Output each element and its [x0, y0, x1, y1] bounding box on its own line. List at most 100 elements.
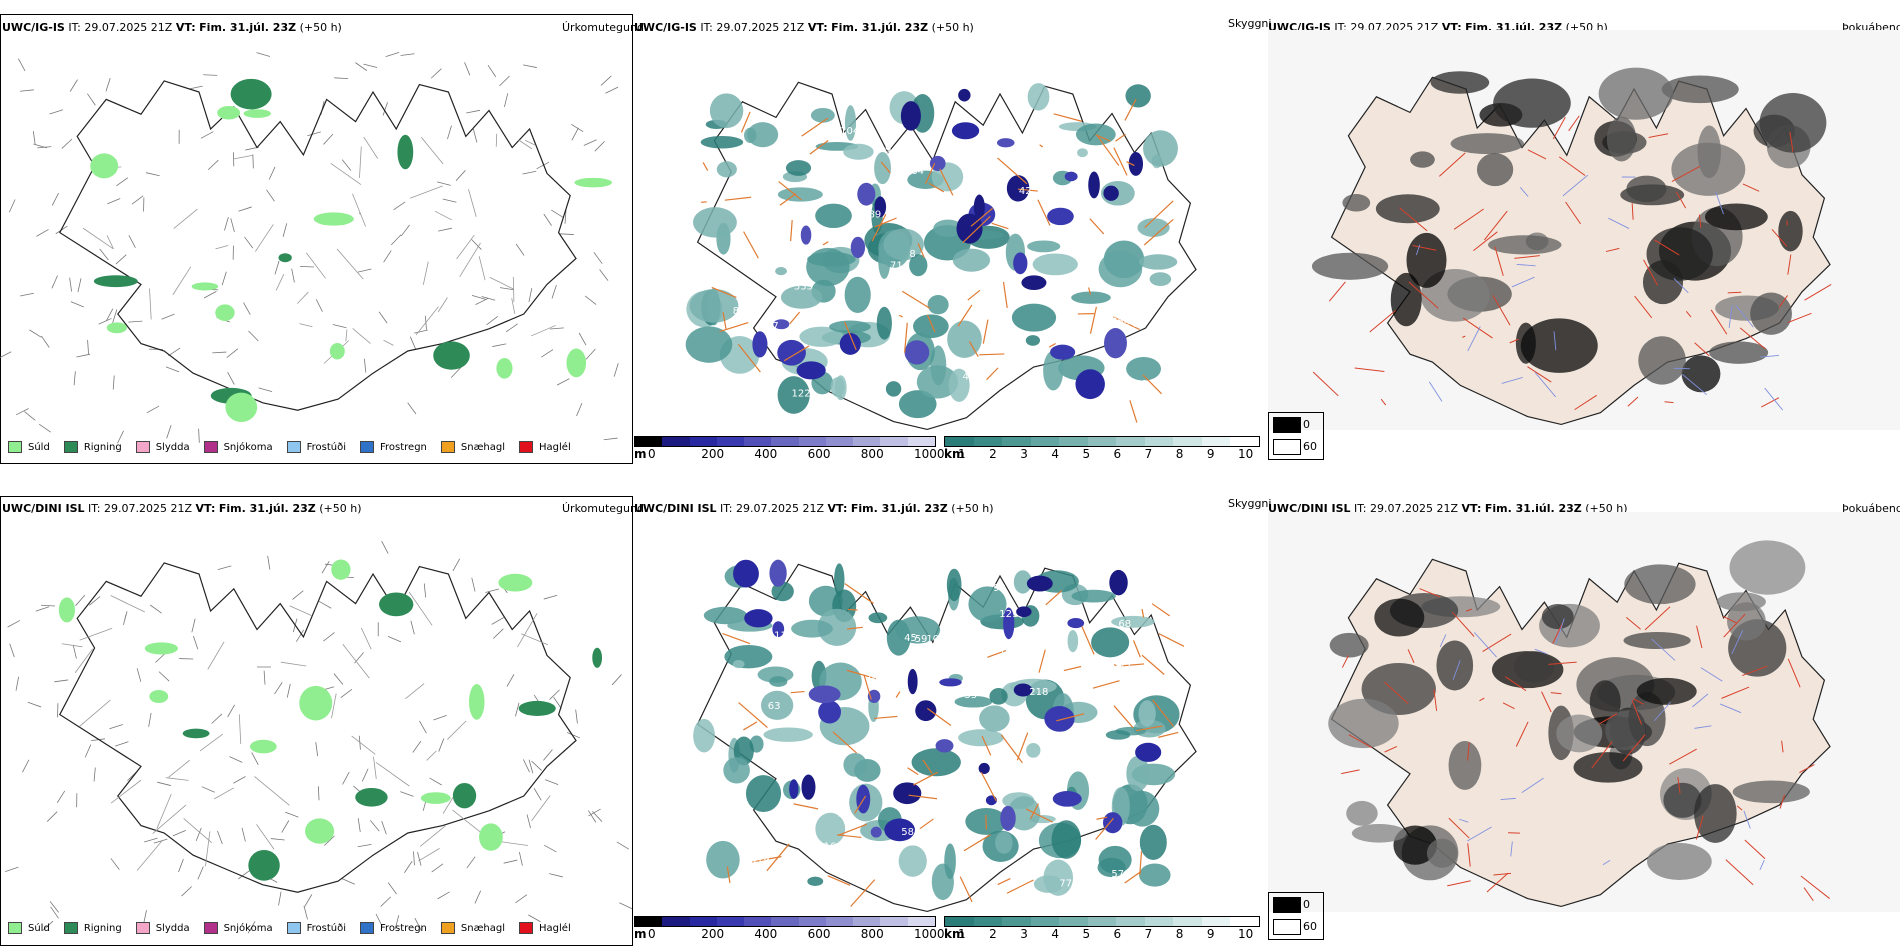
fog-area	[1513, 651, 1554, 683]
wind-barb	[466, 856, 476, 869]
wind-barb	[485, 588, 499, 593]
fog-area	[1638, 336, 1686, 385]
river	[1728, 304, 1733, 328]
visibility-area	[1137, 218, 1170, 237]
cloudbase-value-label: 166	[1136, 397, 1155, 408]
wind-barb	[588, 808, 601, 817]
road	[939, 168, 954, 196]
cloudbase-value-label: 77	[1059, 879, 1072, 890]
cloudbase-area	[893, 782, 922, 805]
wind-barb	[613, 363, 619, 377]
legend-label: Haglél	[539, 441, 571, 453]
road	[511, 298, 516, 314]
wind-barb	[69, 277, 72, 292]
road	[1787, 658, 1801, 688]
fog-area	[1493, 78, 1571, 128]
colorbar-tick: 1000	[914, 927, 945, 941]
wind-barb	[42, 920, 54, 931]
cloudbase-value-label: 74	[1066, 232, 1079, 243]
cloudbase-value-label: 216	[1003, 766, 1022, 777]
road	[280, 661, 307, 667]
visibility-area	[868, 612, 888, 624]
wind-barb	[157, 781, 171, 786]
precip-area	[58, 597, 76, 623]
road	[1789, 131, 1794, 152]
wind-barb	[410, 620, 415, 635]
cloudbase-value-label: 42	[962, 372, 975, 383]
river	[1459, 818, 1469, 823]
wind-barb	[188, 85, 203, 90]
road	[844, 583, 874, 604]
visibility-area	[1025, 335, 1041, 346]
road	[1698, 214, 1702, 228]
legend-item: Frostúði	[286, 441, 346, 453]
precip-area	[498, 573, 533, 592]
vis-header-top: UWC/IG-IS IT: 29.07.2025 21Z VT: Fim. 31…	[634, 21, 974, 34]
wind-barb	[75, 594, 86, 606]
cloudbase-area	[1064, 171, 1078, 182]
river	[1516, 263, 1536, 267]
road	[1761, 397, 1780, 408]
wind-barb	[178, 858, 184, 873]
wind-barb	[417, 852, 422, 866]
cloudbase-value-label: 60	[1036, 768, 1049, 779]
legend-item: Snjókoma	[203, 922, 273, 934]
road	[110, 595, 145, 613]
road	[172, 266, 192, 295]
road	[1486, 872, 1509, 893]
road	[152, 804, 187, 834]
road	[1739, 327, 1766, 350]
road	[738, 702, 768, 729]
road	[214, 787, 235, 800]
cloudbase-area	[884, 818, 915, 842]
colorbar-tick: 200	[701, 447, 725, 461]
visibility-colorbar-top: km 1 2 3 4 5 6 7 8 9 10	[944, 436, 1264, 461]
cloudbase-value-label: 42	[764, 309, 777, 320]
road	[919, 818, 934, 830]
coastline	[59, 80, 577, 411]
wind-barb	[464, 62, 471, 76]
fog-area	[1623, 632, 1691, 650]
cloudbase-colorbar-bottom: m 0 200 400 600 800 1000	[634, 916, 945, 941]
cloudbase-value-label: 47	[766, 321, 779, 332]
road	[1643, 259, 1659, 286]
wind-barb	[136, 668, 142, 682]
fog-area	[1624, 564, 1696, 605]
visibility-area	[898, 390, 937, 419]
visibility-area	[933, 219, 963, 237]
road	[793, 803, 819, 810]
visibility-area	[1026, 742, 1041, 758]
wind-barb	[475, 298, 489, 305]
wind-barb	[576, 402, 583, 417]
road	[336, 248, 364, 280]
wind-barb	[244, 236, 254, 249]
visibility-area	[1126, 357, 1162, 381]
wind-barb	[471, 295, 486, 300]
visibility-area	[1043, 350, 1064, 391]
road	[981, 735, 992, 756]
precip-header-top: UWC/IG-IS IT: 29.07.2025 21Z VT: Fim. 31…	[2, 21, 342, 34]
road	[901, 290, 931, 309]
legend-swatch	[286, 922, 301, 934]
legend-item: Rigning	[63, 922, 122, 934]
road	[979, 353, 1005, 356]
colorbar-tick: 1	[958, 927, 966, 941]
wind-barb	[285, 811, 299, 818]
precip-area	[420, 792, 451, 804]
vt-label: VT:	[1461, 502, 1482, 515]
wind-barb	[438, 227, 452, 232]
fog-area	[1436, 640, 1474, 691]
wind-barb	[332, 324, 347, 329]
visibility-area	[685, 326, 733, 363]
wind-barb	[431, 863, 444, 873]
wind-barb	[375, 913, 383, 927]
fog-area	[1329, 632, 1369, 658]
road	[1354, 367, 1385, 373]
wind-barb	[419, 720, 427, 734]
cloudbase-area	[870, 826, 882, 838]
precip-title-top: Úrkomutegund	[562, 21, 644, 34]
visibility-area	[785, 160, 812, 176]
road	[719, 322, 749, 333]
wind-barb	[566, 732, 581, 739]
wind-barb	[197, 866, 204, 880]
